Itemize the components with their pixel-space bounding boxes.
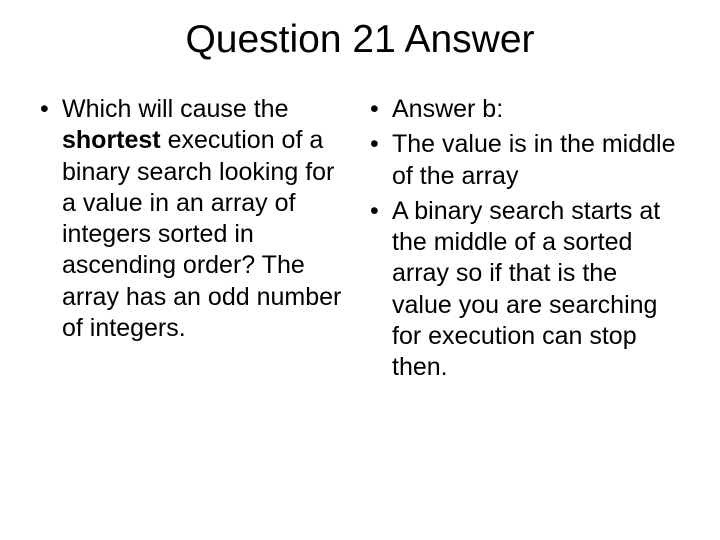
slide-title: Question 21 Answer bbox=[40, 18, 680, 62]
list-item: • A binary search starts at the middle o… bbox=[370, 196, 680, 384]
bullet-text: Which will cause the shortest execution … bbox=[62, 94, 350, 344]
list-item: • The value is in the middle of the arra… bbox=[370, 129, 680, 192]
right-column: • Answer b: • The value is in the middle… bbox=[370, 94, 680, 387]
bullet-text: Answer b: bbox=[392, 94, 680, 125]
left-column: • Which will cause the shortest executio… bbox=[40, 94, 350, 387]
bullet-icon: • bbox=[40, 94, 62, 344]
text-suffix: execution of a binary search looking for… bbox=[62, 126, 341, 342]
text-bold: shortest bbox=[62, 126, 161, 154]
list-item: • Answer b: bbox=[370, 94, 680, 125]
list-item: • Which will cause the shortest executio… bbox=[40, 94, 350, 344]
content-columns: • Which will cause the shortest executio… bbox=[40, 94, 680, 387]
bullet-icon: • bbox=[370, 196, 392, 384]
text-prefix: Which will cause the bbox=[62, 95, 288, 123]
slide: Question 21 Answer • Which will cause th… bbox=[0, 0, 720, 540]
bullet-text: The value is in the middle of the array bbox=[392, 129, 680, 192]
bullet-icon: • bbox=[370, 94, 392, 125]
bullet-icon: • bbox=[370, 129, 392, 192]
bullet-text: A binary search starts at the middle of … bbox=[392, 196, 680, 384]
